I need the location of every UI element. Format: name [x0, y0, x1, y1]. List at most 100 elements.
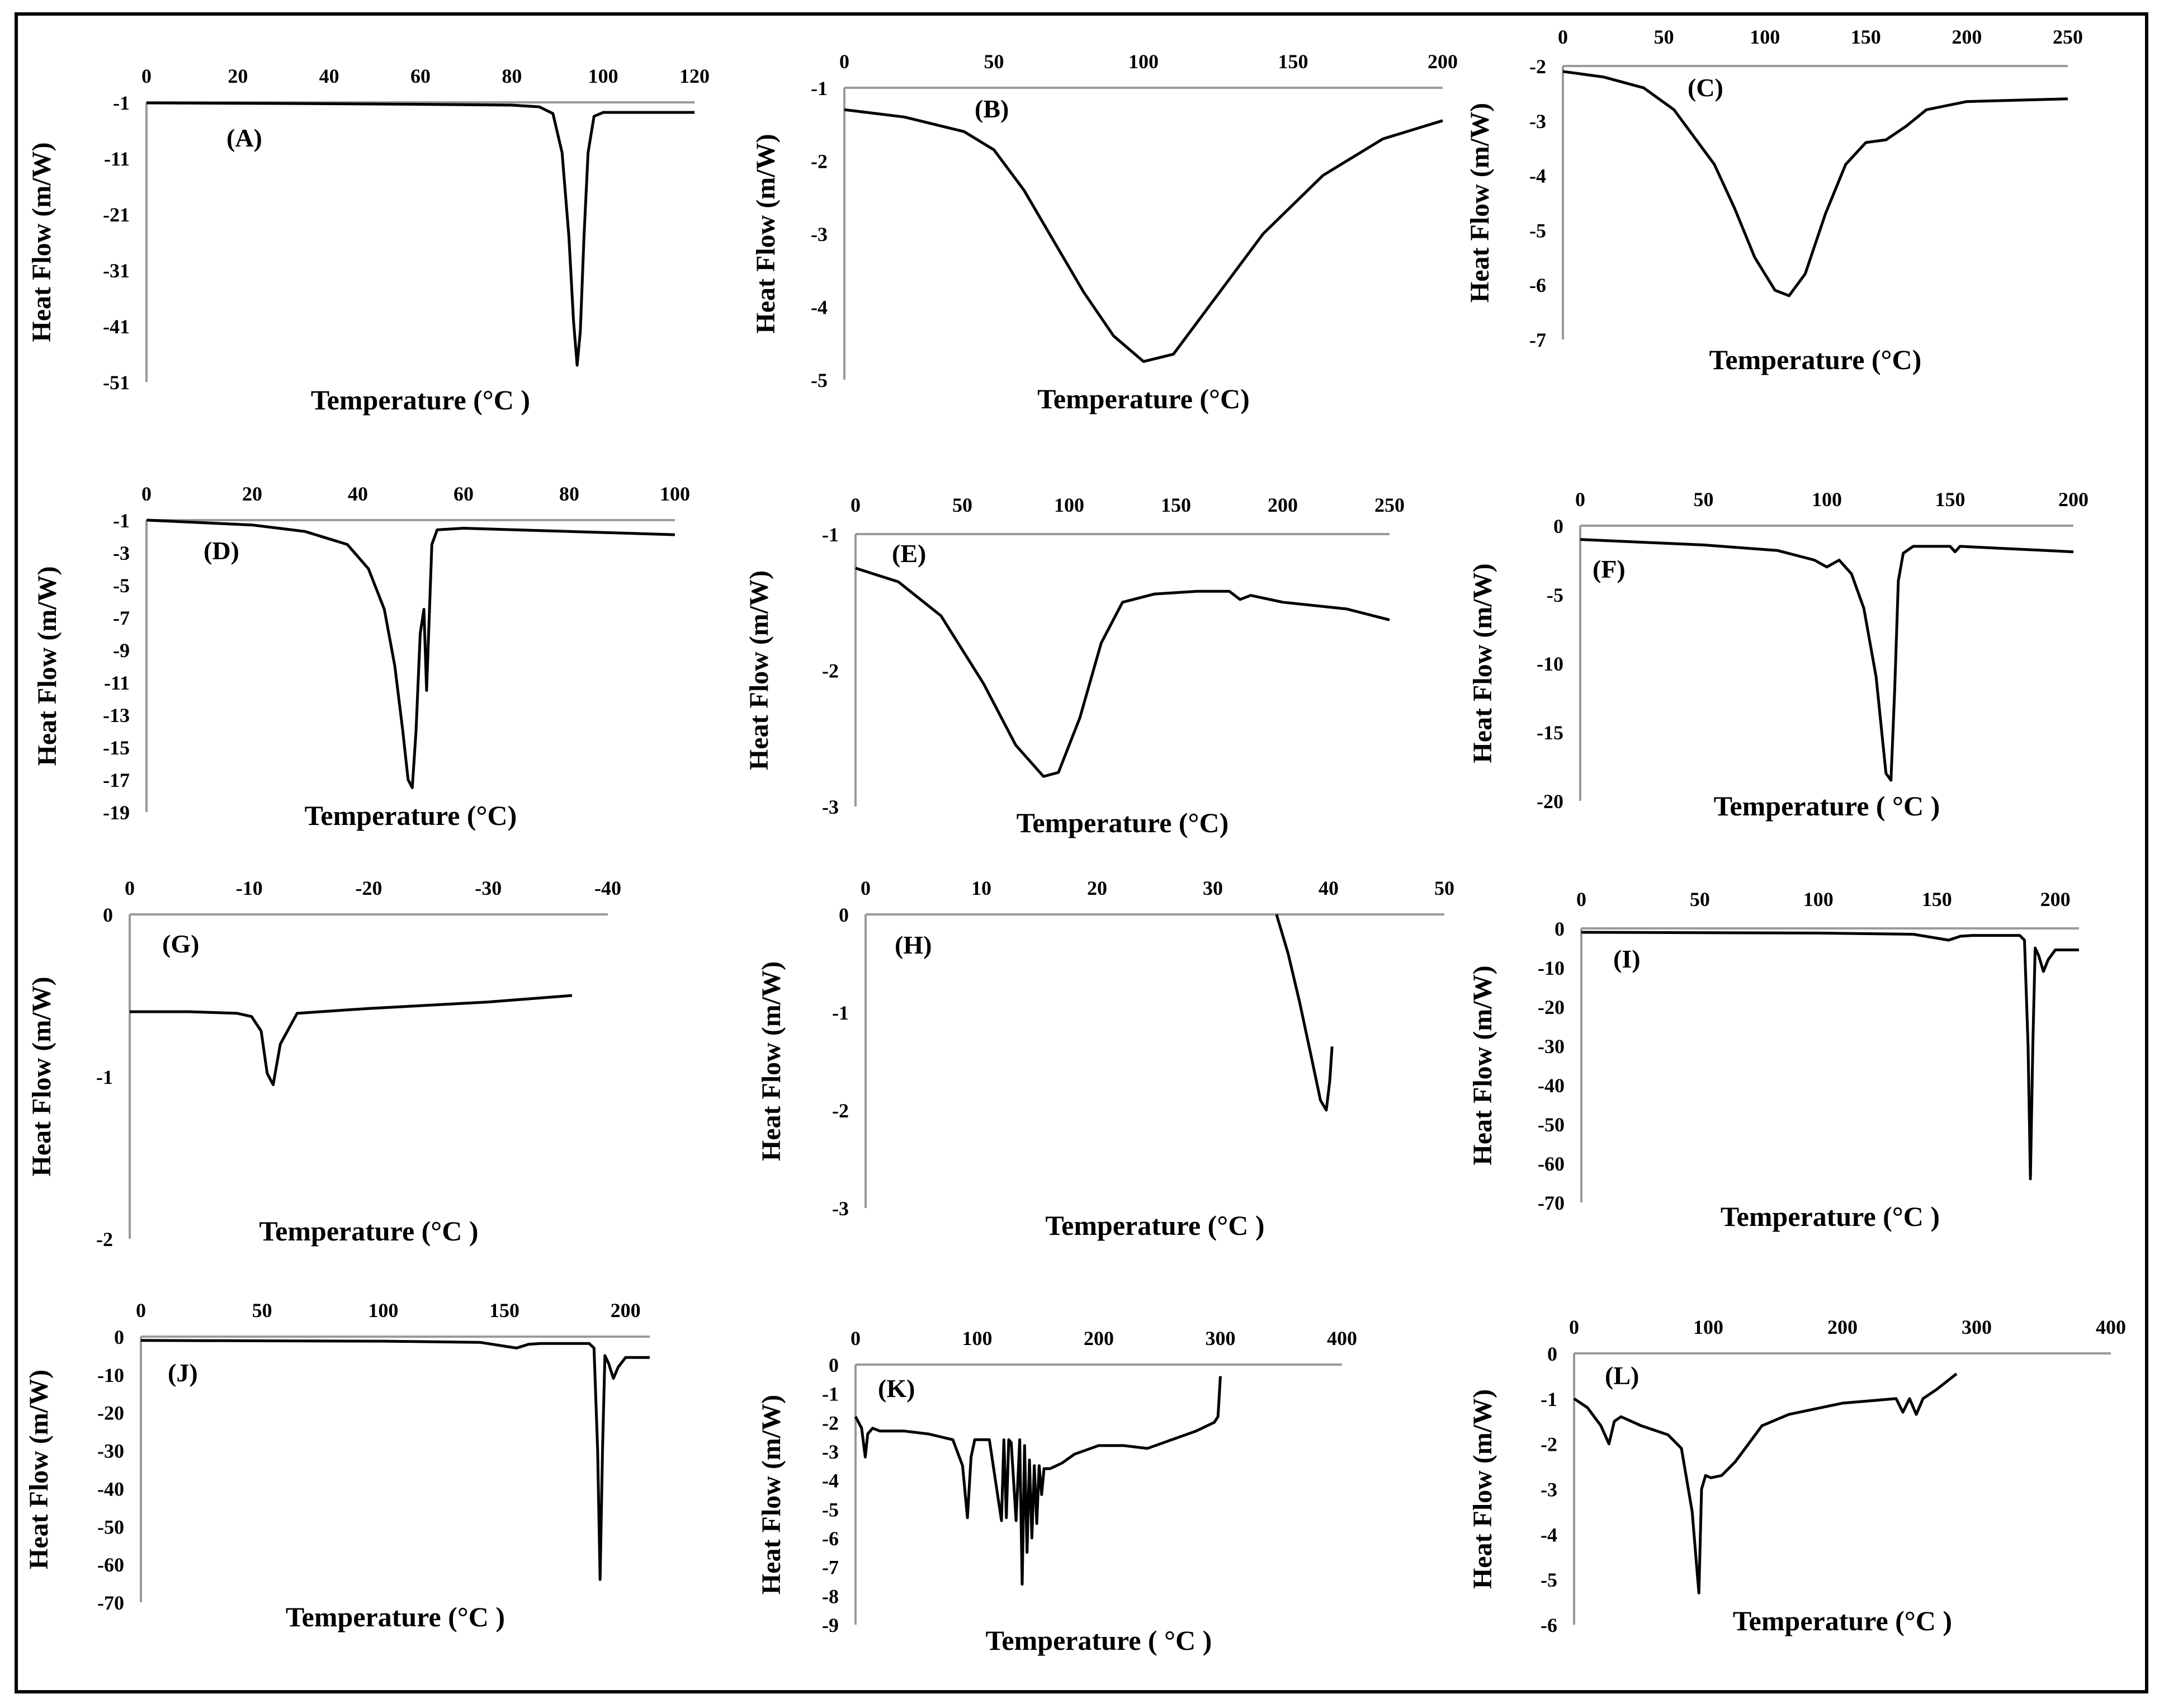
chart-panel-d: 0 20 40 60 80 100 -1 -3 -5 -7 -9 -11 -13 -15 -17 -19 (D)… — [32, 483, 690, 831]
x-tick-label: 250 — [2053, 26, 2083, 48]
y-tick-label: -5 — [811, 369, 828, 391]
x-tick-label: 100 — [660, 483, 690, 505]
series-line-k — [854, 1376, 1222, 1586]
x-tick-label: 40 — [1319, 877, 1339, 899]
y-tick-label: -51 — [103, 371, 130, 394]
x-tick-label: -10 — [236, 877, 263, 899]
x-tick-label: 60 — [410, 65, 431, 87]
x-tick-label: 200 — [1084, 1327, 1114, 1350]
y-tick-label: -1 — [113, 92, 130, 114]
x-tick-label: 200 — [2040, 888, 2071, 910]
series-line-f — [1580, 538, 2074, 782]
x-tick-label: 200 — [1827, 1316, 1858, 1338]
y-tick-label: -15 — [103, 737, 130, 759]
y-tick-label: -8 — [822, 1585, 839, 1607]
y-tick-label: -2 — [1529, 55, 1546, 78]
y-tick-label: -17 — [103, 769, 130, 791]
panel-label: (G) — [162, 930, 199, 958]
series-line-h — [1275, 914, 1334, 1112]
x-axis-title: Temperature (°C ) — [1721, 1201, 1940, 1232]
y-axis-title: Heat Flow (m/W) — [27, 976, 56, 1176]
y-axis-title: Heat Flow (m/W) — [1465, 103, 1495, 303]
y-tick-label: -60 — [97, 1554, 124, 1576]
panel-label: (F) — [1593, 555, 1626, 583]
y-tick-label: 0 — [1555, 918, 1565, 940]
x-tick-label: 100 — [368, 1299, 398, 1322]
y-tick-label: -19 — [103, 801, 130, 824]
panel-label: (A) — [226, 124, 262, 152]
x-tick-label: 200 — [1268, 494, 1298, 516]
x-tick-label: 0 — [851, 1327, 861, 1350]
x-tick-label: 50 — [1654, 26, 1674, 48]
y-tick-label: -6 — [1541, 1614, 1557, 1636]
y-tick-label: -1 — [113, 509, 130, 532]
y-tick-label: -1 — [822, 1383, 839, 1405]
y-tick-label: -70 — [1538, 1192, 1565, 1214]
x-tick-label: 150 — [1922, 888, 1952, 910]
x-tick-label: 40 — [348, 483, 368, 505]
panel-label: (E) — [892, 539, 926, 568]
x-tick-label: 0 — [1558, 26, 1568, 48]
x-tick-label: 20 — [1087, 877, 1107, 899]
y-tick-label: 0 — [1547, 1343, 1557, 1365]
y-tick-label: -10 — [1538, 957, 1565, 979]
x-tick-label: 20 — [242, 483, 262, 505]
y-axis-title: Heat Flow (m/W) — [1468, 1389, 1497, 1589]
x-tick-label: 250 — [1374, 494, 1405, 516]
x-tick-label: 0 — [1569, 1316, 1579, 1338]
x-tick-label: 50 — [252, 1299, 272, 1322]
y-tick-label: -7 — [113, 607, 130, 629]
y-tick-label: -2 — [1541, 1433, 1557, 1456]
chart-panel-e: 0 50 100 150 200 250 -1 -2 -3 (E) Temperature (°C)… — [744, 494, 1405, 838]
x-tick-label: 0 — [1576, 888, 1586, 910]
x-tick-label: 100 — [1054, 494, 1084, 516]
x-axis-title: Temperature ( °C ) — [986, 1625, 1212, 1656]
x-tick-label: 60 — [453, 483, 474, 505]
chart-panel-a: 0 20 40 60 80 100 120 -1 -11 -21 -31 -41 -51 (A) Tempe… — [27, 65, 710, 416]
y-tick-label: -20 — [1538, 996, 1565, 1018]
y-tick-label: -10 — [97, 1364, 124, 1386]
x-tick-label: 200 — [1952, 26, 1982, 48]
x-tick-label: 100 — [1750, 26, 1780, 48]
y-tick-label: -3 — [822, 796, 839, 818]
x-axis-title: Temperature ( °C ) — [1714, 790, 1940, 822]
x-tick-label: 100 — [1803, 888, 1834, 910]
series-line-b — [844, 108, 1443, 363]
y-tick-label: 0 — [114, 1326, 124, 1348]
y-tick-label: 0 — [1553, 515, 1563, 537]
y-tick-label: -2 — [822, 660, 839, 682]
y-tick-label: 0 — [839, 904, 849, 926]
x-tick-label: 200 — [1428, 50, 1458, 73]
y-axis-title: Heat Flow (m/W) — [24, 1370, 54, 1569]
x-axis-title: Temperature (°C) — [1709, 344, 1922, 375]
y-tick-label: -7 — [822, 1556, 839, 1579]
x-tick-label: 0 — [851, 494, 861, 516]
series-line-e — [855, 567, 1390, 778]
x-tick-label: -30 — [475, 877, 502, 899]
chart-panel-g: 0 -10 -20 -30 -40 0 -1 -2 (G) Temperature (°C ) He… — [27, 877, 621, 1251]
y-axis-title: Heat Flow (m/W) — [744, 570, 774, 770]
y-tick-label: -30 — [1538, 1035, 1565, 1058]
y-tick-label: -13 — [103, 704, 130, 726]
x-tick-label: -40 — [594, 877, 621, 899]
y-tick-label: -5 — [1547, 584, 1563, 606]
x-axis-title: Temperature (°C ) — [259, 1215, 478, 1247]
x-axis-title: Temperature (°C) — [1037, 383, 1250, 414]
y-tick-label: -2 — [96, 1228, 113, 1251]
x-tick-label: 0 — [141, 483, 152, 505]
panel-label: (H) — [895, 931, 932, 959]
y-tick-label: -7 — [1529, 329, 1546, 351]
y-tick-label: -1 — [822, 523, 839, 546]
x-tick-label: 0 — [141, 65, 152, 87]
x-tick-label: 10 — [971, 877, 991, 899]
chart-panel-i: 0 50 100 150 200 0 -10 -20 -30 -40 -50 -60 -70 (I) Tem… — [1468, 888, 2079, 1232]
x-tick-label: 120 — [679, 65, 710, 87]
y-tick-label: -6 — [822, 1527, 839, 1550]
y-axis-title: Heat Flow (m/W) — [32, 566, 62, 766]
y-tick-label: -40 — [1538, 1074, 1565, 1097]
y-tick-label: -10 — [1537, 653, 1563, 675]
y-tick-label: -9 — [113, 639, 130, 662]
y-tick-label: -1 — [96, 1066, 113, 1088]
y-tick-label: -6 — [1529, 274, 1546, 296]
x-tick-label: 150 — [1935, 488, 1965, 511]
